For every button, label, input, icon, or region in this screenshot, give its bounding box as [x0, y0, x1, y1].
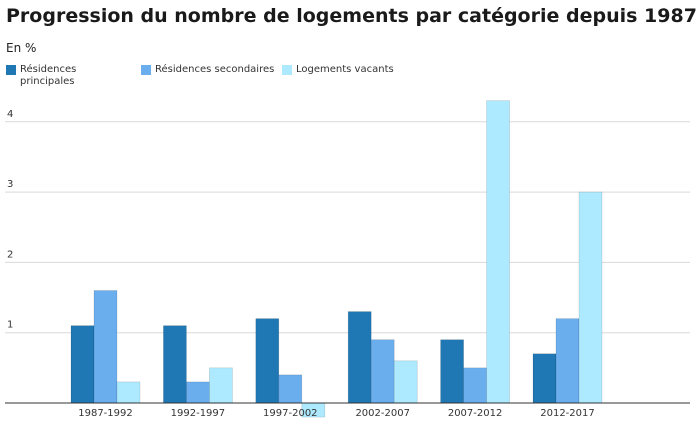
legend-label-logements-vacants: Logements vacants	[296, 64, 394, 75]
legend: Résidences principales Résidences second…	[0, 64, 697, 94]
y-tick-label-3: 3	[7, 179, 13, 190]
bar-1987-1992-series-2	[116, 381, 141, 404]
bar-2002-2007-series-2	[393, 360, 418, 404]
y-tick-label-1: 1	[7, 320, 13, 331]
bar-1987-1992-series-1	[93, 290, 118, 404]
chart-title: Progression du nombre de logements par c…	[6, 5, 697, 27]
legend-swatch-residences-secondaires	[141, 65, 151, 75]
bar-2007-2012-series-1	[463, 367, 487, 404]
bar-1992-1997-series-0	[163, 325, 187, 404]
bar-2002-2007-series-1	[370, 339, 395, 404]
legend-swatch-residences-principales	[6, 65, 16, 75]
unit-label: En %	[6, 41, 37, 55]
x-tick-label-2002-2007: 2002-2007	[355, 408, 410, 419]
legend-swatch-logements-vacants	[282, 65, 292, 75]
legend-label-residences-principales: Résidences principales	[20, 64, 77, 87]
x-tick-label-2007-2012: 2007-2012	[448, 408, 503, 419]
bar-1987-1992-series-0	[70, 325, 95, 404]
x-tick-label-1997-2002: 1997-2002	[263, 408, 318, 419]
legend-item-residences-principales[interactable]: Résidences principales	[6, 64, 100, 88]
legend-item-logements-vacants[interactable]: Logements vacants	[282, 64, 394, 76]
legend-label-residences-secondaires: Résidences secondaires	[155, 64, 275, 75]
x-tick-label-1992-1997: 1992-1997	[171, 408, 226, 419]
x-tick-label-1987-1992: 1987-1992	[78, 408, 133, 419]
y-tick-label-2: 2	[7, 249, 13, 260]
x-tick-label-2012-2017: 2012-2017	[540, 408, 595, 419]
bar-1997-2002-series-0	[255, 318, 280, 404]
legend-item-residences-secondaires[interactable]: Résidences secondaires	[141, 64, 274, 76]
bar-2002-2007-series-0	[347, 311, 372, 404]
bar-2012-2017-series-0	[532, 353, 557, 404]
bar-2007-2012-series-2	[486, 100, 510, 404]
bar-1992-1997-series-1	[186, 381, 210, 404]
bar-2012-2017-series-2	[578, 191, 603, 404]
bar-1992-1997-series-2	[209, 367, 233, 404]
bar-2007-2012-series-0	[440, 339, 464, 404]
bar-1997-2002-series-1	[278, 374, 303, 404]
bar-2012-2017-series-1	[555, 318, 580, 404]
y-tick-label-4: 4	[7, 109, 13, 120]
